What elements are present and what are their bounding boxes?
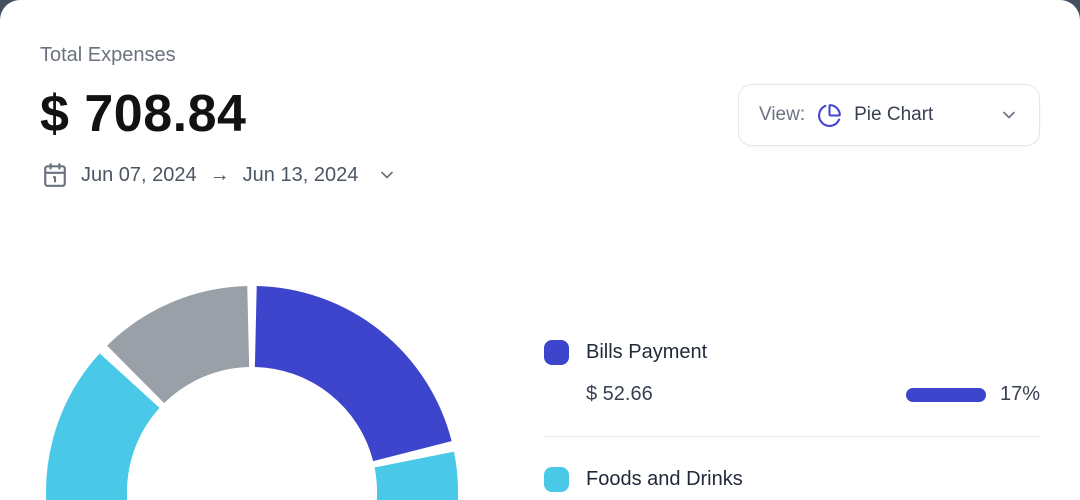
chevron-down-icon [1003,111,1015,119]
date-end: Jun 13, 2024 [242,163,359,186]
legend-swatch [544,467,569,492]
arrow-right-icon: → [209,163,230,186]
legend-label: Bills Payment [586,341,708,363]
divider [544,436,1040,437]
view-label: View: [759,104,806,125]
date-range-picker[interactable]: Jun 07, 2024 → Jun 13, 2024 [42,162,397,188]
view-dropdown[interactable]: View: Pie Chart [738,84,1040,146]
view-value: Pie Chart [854,104,934,125]
legend-label: Foods and Drinks [586,468,743,490]
donut-chart[interactable] [0,260,520,500]
legend-amount: $ 52.66 [586,383,653,405]
legend-item-bills-payment[interactable]: Bills Payment $ 52.66 17% [544,340,1040,406]
pie-chart-icon [818,103,842,127]
donut-segment[interactable] [253,286,452,463]
donut-segment[interactable] [46,353,458,500]
legend: Bills Payment $ 52.66 17% Foods and Drin… [544,340,1040,492]
legend-swatch [544,340,569,365]
total-amount: $ 708.84 [40,85,247,143]
total-expenses-label: Total Expenses [40,44,176,66]
calendar-icon [44,163,66,187]
percent-value: 17% [999,383,1040,405]
legend-item-foods-and-drinks[interactable]: Foods and Drinks [544,467,1040,492]
donut-segment[interactable] [107,286,251,404]
percent-bar [905,387,986,402]
chevron-down-icon [381,171,394,179]
date-start: Jun 07, 2024 [81,163,197,186]
